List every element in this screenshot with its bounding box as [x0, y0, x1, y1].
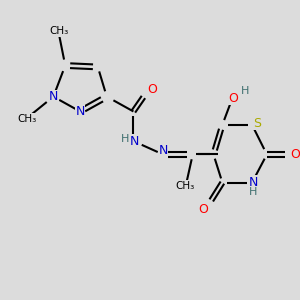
- Text: N: N: [249, 176, 258, 189]
- Text: S: S: [254, 117, 261, 130]
- Text: H: H: [249, 187, 258, 197]
- Text: O: O: [198, 203, 208, 216]
- Text: N: N: [158, 144, 168, 158]
- Text: N: N: [130, 135, 140, 148]
- Text: O: O: [147, 83, 157, 96]
- Text: CH₃: CH₃: [50, 26, 69, 36]
- Text: H: H: [240, 86, 249, 96]
- Text: O: O: [291, 148, 300, 161]
- Text: CH₃: CH₃: [17, 114, 36, 124]
- Text: N: N: [49, 90, 58, 103]
- Text: H: H: [121, 134, 129, 144]
- Text: O: O: [228, 92, 238, 105]
- Text: CH₃: CH₃: [176, 181, 195, 190]
- Text: N: N: [75, 105, 85, 118]
